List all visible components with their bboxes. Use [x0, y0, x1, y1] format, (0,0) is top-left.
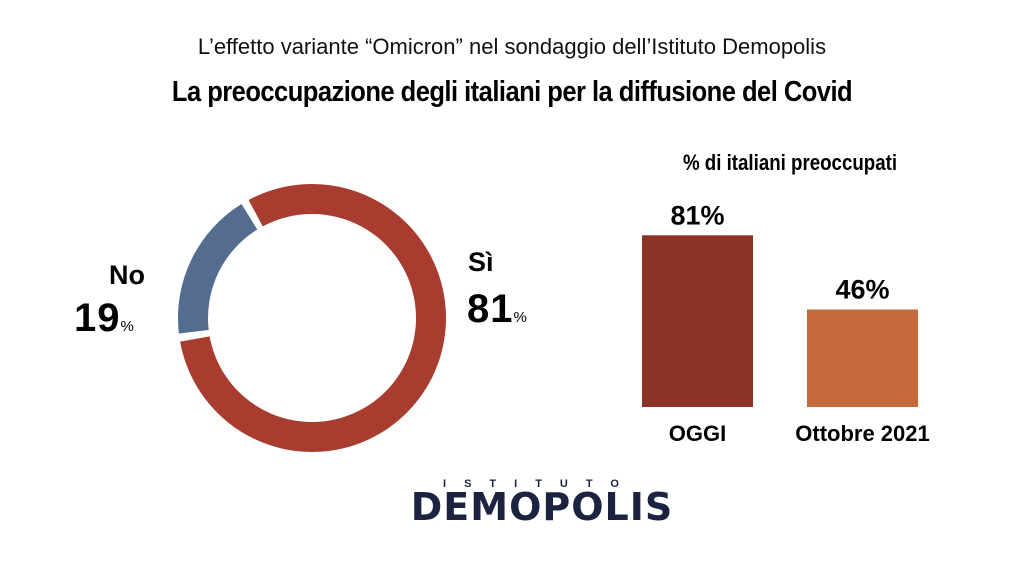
no-slice-label: No: [109, 260, 145, 290]
donut-slice-no: [178, 204, 258, 334]
bar-category-label: Ottobre 2021: [795, 421, 930, 446]
si-slice-unit: %: [513, 309, 528, 326]
bar-category-label: OGGI: [669, 421, 726, 446]
chart-subtitle: L’effetto variante “Omicron” nel sondagg…: [197, 34, 827, 59]
bar-data-label: 46%: [835, 274, 889, 304]
chart-title: La preoccupazione degli italiani per la …: [171, 76, 853, 108]
logo-top-text: ISTITUTO: [443, 478, 637, 490]
demopolis-logo: DEMOPOLIS: [410, 485, 674, 529]
no-slice-value: 19%: [74, 296, 135, 341]
donut-chart: [178, 184, 446, 452]
bar-data-label: 81%: [670, 200, 724, 230]
si-slice-value: 81%: [467, 287, 528, 332]
bar-oggi: [642, 235, 753, 407]
no-slice-number: 19: [74, 296, 121, 340]
bar-chart: 81% OGGI 46% Ottobre 2021: [642, 200, 930, 446]
bar-chart-title: % di italiani preoccupati: [682, 150, 898, 175]
si-slice-number: 81: [467, 287, 514, 331]
si-slice-label: Sì: [468, 247, 494, 277]
bar-ottobre-2021: [807, 309, 918, 407]
no-slice-unit: %: [120, 318, 135, 335]
